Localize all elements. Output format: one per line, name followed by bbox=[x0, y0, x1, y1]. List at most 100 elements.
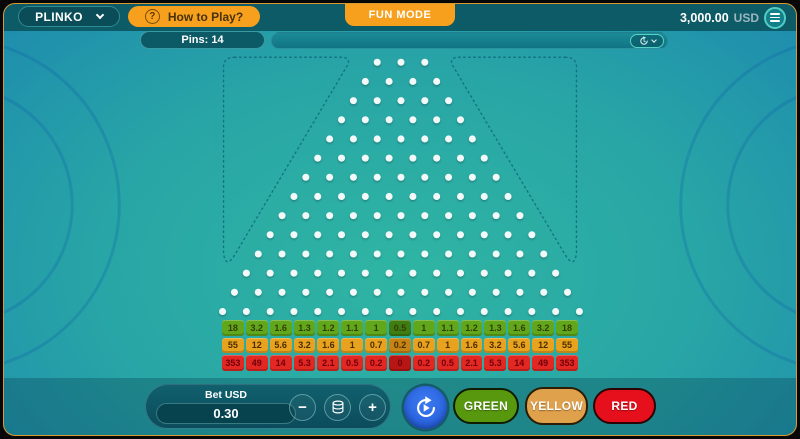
multiplier-cell: 5.3 bbox=[293, 355, 316, 371]
pin bbox=[338, 269, 346, 277]
pin bbox=[242, 269, 250, 277]
pin bbox=[516, 212, 524, 220]
multiplier-cell: 0 bbox=[389, 355, 411, 371]
plinko-board bbox=[4, 45, 796, 365]
multiplier-cell: 5.6 bbox=[269, 337, 292, 353]
pin bbox=[385, 77, 393, 85]
multiplier-cell: 1 bbox=[365, 320, 388, 336]
how-to-play-label: How to Play? bbox=[167, 9, 244, 24]
pin bbox=[433, 307, 441, 315]
pin bbox=[326, 212, 334, 220]
multiplier-cell: 3.2 bbox=[532, 320, 555, 336]
pin bbox=[361, 192, 369, 200]
pin bbox=[445, 212, 453, 220]
bet-button-red[interactable]: RED bbox=[593, 388, 656, 424]
pin bbox=[373, 58, 381, 66]
pin bbox=[373, 135, 381, 143]
pin bbox=[385, 116, 393, 124]
bet-button-yellow[interactable]: YELLOW bbox=[525, 387, 588, 425]
multiplier-cell: 0.5 bbox=[341, 355, 364, 371]
multiplier-cell: 14 bbox=[508, 355, 531, 371]
pin bbox=[302, 288, 310, 296]
pin bbox=[433, 269, 441, 277]
pin bbox=[349, 135, 357, 143]
pin bbox=[409, 192, 417, 200]
pin bbox=[361, 231, 369, 239]
pin bbox=[433, 116, 441, 124]
pin bbox=[266, 231, 274, 239]
pin bbox=[516, 250, 524, 258]
bet-button-green[interactable]: GREEN bbox=[453, 388, 519, 424]
multiplier-cell: 1.3 bbox=[484, 320, 507, 336]
pin bbox=[456, 154, 464, 162]
multiplier-cell: 1.1 bbox=[341, 320, 364, 336]
multiplier-cell: 18 bbox=[556, 320, 578, 336]
pin bbox=[528, 269, 536, 277]
pin bbox=[385, 231, 393, 239]
hamburger-icon bbox=[770, 13, 780, 15]
game-select-dropdown[interactable]: PLINKO bbox=[18, 6, 120, 27]
pin bbox=[278, 288, 286, 296]
multiplier-cell: 1 bbox=[412, 320, 435, 336]
pin bbox=[516, 288, 524, 296]
pin bbox=[445, 173, 453, 181]
pin bbox=[397, 58, 405, 66]
bet-presets-button[interactable] bbox=[324, 393, 351, 421]
decrease-bet-button[interactable]: − bbox=[289, 393, 316, 421]
pin bbox=[385, 307, 393, 315]
pin bbox=[456, 231, 464, 239]
balance-currency: USD bbox=[733, 10, 759, 25]
multiplier-cell: 2.1 bbox=[317, 355, 340, 371]
chevron-down-icon bbox=[95, 10, 105, 20]
bet-controls-group: Bet USD − + bbox=[145, 384, 391, 429]
pin bbox=[409, 77, 417, 85]
pin bbox=[433, 192, 441, 200]
pin bbox=[361, 154, 369, 162]
minus-icon: − bbox=[298, 398, 307, 416]
pin bbox=[314, 269, 322, 277]
balance-amount: 3,000.00 bbox=[679, 10, 729, 25]
pin bbox=[266, 307, 274, 315]
multiplier-cell: 1.6 bbox=[317, 337, 340, 353]
pin bbox=[338, 307, 346, 315]
bet-amount-input[interactable] bbox=[156, 403, 296, 424]
pin bbox=[314, 154, 322, 162]
pin bbox=[326, 250, 334, 258]
pin bbox=[254, 250, 262, 258]
multiplier-cell: 353 bbox=[556, 355, 578, 371]
pin bbox=[409, 116, 417, 124]
pin bbox=[468, 173, 476, 181]
pin bbox=[445, 288, 453, 296]
pin bbox=[397, 212, 405, 220]
history-dropdown-button[interactable] bbox=[630, 33, 664, 48]
pin bbox=[552, 307, 560, 315]
pin bbox=[492, 288, 500, 296]
pin bbox=[552, 269, 560, 277]
pin bbox=[421, 58, 429, 66]
pin bbox=[361, 269, 369, 277]
pin bbox=[397, 97, 405, 105]
multiplier-cell: 55 bbox=[556, 337, 578, 353]
hamburger-menu-button[interactable] bbox=[764, 6, 786, 29]
pin bbox=[385, 269, 393, 277]
pin bbox=[492, 173, 500, 181]
multiplier-cell: 3.2 bbox=[484, 337, 507, 353]
fun-mode-label: FUN MODE bbox=[368, 9, 432, 21]
pin bbox=[373, 97, 381, 105]
pin bbox=[278, 250, 286, 258]
pin bbox=[456, 307, 464, 315]
pin bbox=[468, 250, 476, 258]
pin bbox=[314, 192, 322, 200]
multiplier-cell: 1 bbox=[436, 337, 459, 353]
auto-play-button[interactable] bbox=[404, 386, 447, 429]
pin bbox=[242, 307, 250, 315]
pin bbox=[349, 212, 357, 220]
increase-bet-button[interactable]: + bbox=[359, 393, 386, 421]
pin bbox=[338, 192, 346, 200]
multiplier-cell: 3.2 bbox=[245, 320, 268, 336]
how-to-play-button[interactable]: ? How to Play? bbox=[128, 6, 260, 27]
pin bbox=[326, 135, 334, 143]
pin bbox=[266, 269, 274, 277]
pin bbox=[492, 212, 500, 220]
multiplier-cell: 3.2 bbox=[293, 337, 316, 353]
